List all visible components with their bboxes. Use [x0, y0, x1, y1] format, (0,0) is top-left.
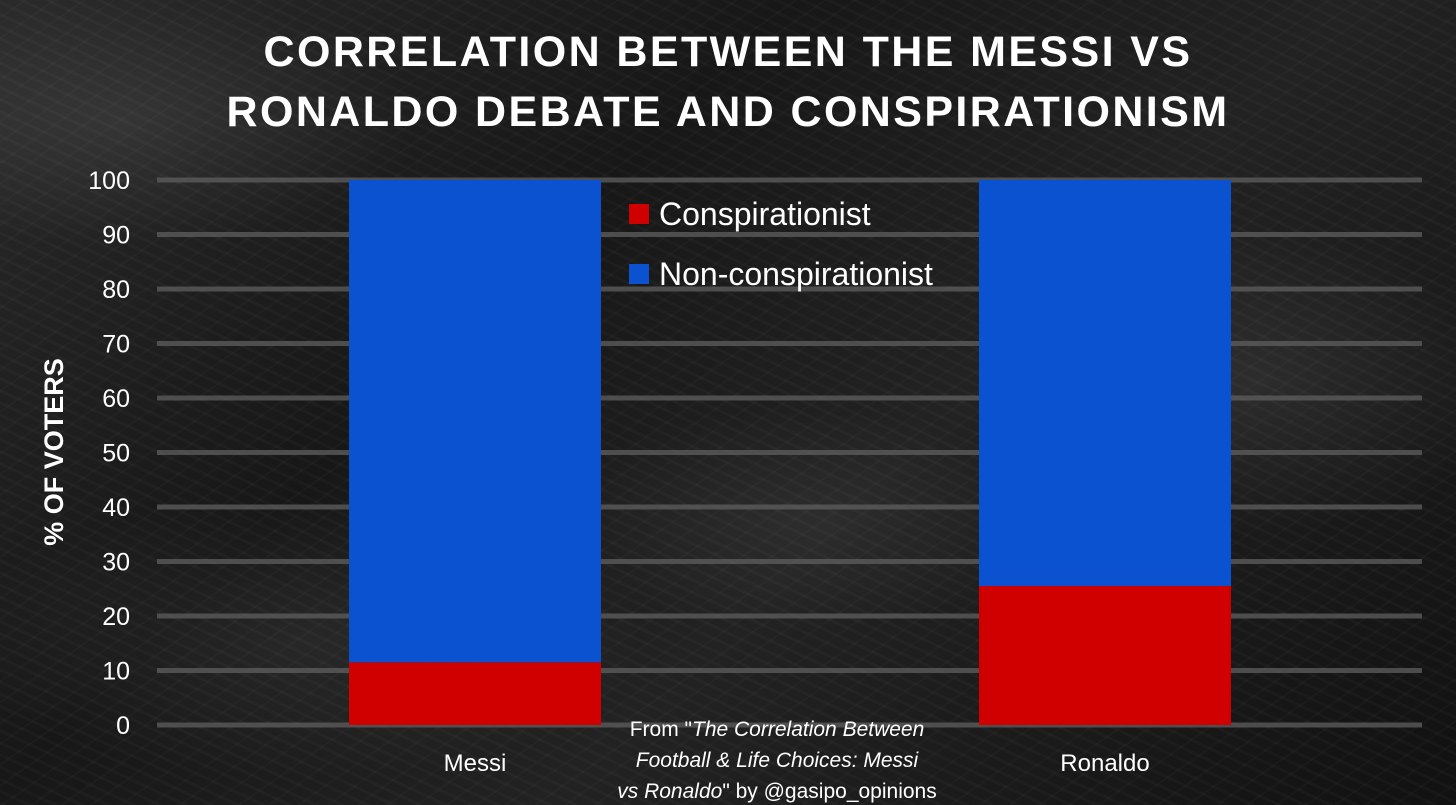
y-tick-label: 50 [102, 440, 130, 468]
chart-title-line-1: CORRELATION BETWEEN THE MESSI VS [263, 28, 1193, 76]
bar-ronaldo-non-conspirationist [979, 180, 1231, 587]
x-category-label: Messi [444, 750, 507, 777]
legend-swatch [629, 204, 649, 224]
bar-ronaldo-conspirationist [979, 586, 1231, 725]
y-axis-label: % OF VOTERS [39, 358, 69, 546]
y-tick-label: 30 [102, 549, 130, 577]
y-tick-label: 70 [102, 331, 130, 359]
y-tick-label: 100 [88, 167, 130, 195]
y-tick-label: 80 [102, 276, 130, 304]
chart-title-line-2: RONALDO DEBATE AND CONSPIRATIONISM [226, 88, 1230, 136]
source-title-line-3: vs Ronaldo [617, 780, 723, 803]
source-title-line-2: Football & Life Choices: Messi [635, 749, 919, 772]
source-title-line-1: The Correlation Between [692, 718, 925, 741]
chart-title: CORRELATION BETWEEN THE MESSI VS RONALDO… [0, 22, 1456, 142]
y-tick-label: 60 [102, 385, 130, 413]
legend-label: Conspirationist [659, 196, 871, 232]
y-tick-label: 20 [102, 603, 130, 631]
source-prefix: From " [629, 718, 692, 741]
y-tick-label: 90 [102, 222, 130, 250]
y-tick-label: 10 [102, 658, 130, 686]
y-axis-ticks: 0 10 20 30 40 50 60 70 80 90 100 [88, 167, 130, 740]
legend-label: Non-conspirationist [659, 256, 933, 292]
bar-messi-conspirationist [349, 662, 601, 725]
source-note: From "The Correlation Between Football & … [562, 714, 992, 805]
y-tick-label: 0 [116, 712, 130, 740]
legend: Conspirationist Non-conspirationist [629, 196, 933, 292]
bars [349, 180, 1231, 725]
x-axis-categories: Messi Ronaldo [444, 750, 1150, 777]
bar-messi-non-conspirationist [349, 180, 601, 663]
x-category-label: Ronaldo [1060, 750, 1149, 777]
source-suffix: " by @gasipo_opinions [722, 780, 937, 803]
legend-swatch [629, 264, 649, 284]
y-tick-label: 40 [102, 494, 130, 522]
